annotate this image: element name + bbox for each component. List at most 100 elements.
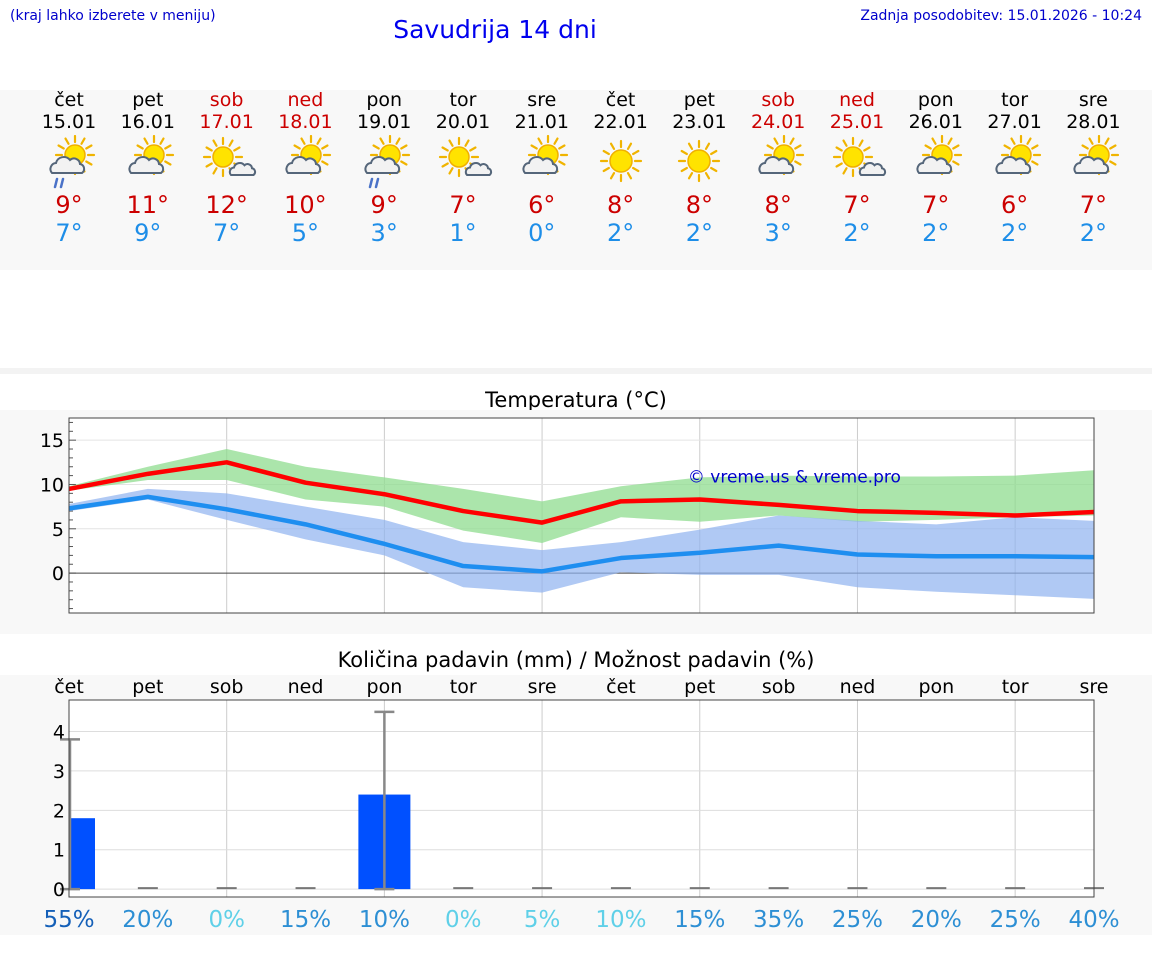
y-tick-label: 0 [53,879,65,901]
chance-label: 20% [122,907,173,933]
forecast-day: sob 17.01 12° 7° [187,89,267,247]
temp-min: 3° [370,219,398,247]
x-tick-label: sob [762,676,796,698]
day-name: sre [527,89,557,111]
temp-max: 7° [1079,191,1108,219]
partly-cloudy-rain-icon [49,135,96,189]
day-name: tor [449,89,477,111]
partly-cloudy-icon [1073,135,1120,176]
chance-label: 40% [1068,907,1119,933]
temp-max: 12° [205,191,248,219]
temp-max: 10° [284,191,327,219]
chance-label: 15% [280,907,331,933]
temp-max: 8° [764,191,792,219]
day-date: 17.01 [199,111,254,133]
chance-label: 55% [43,907,94,933]
sunny-cloud-icon [202,136,256,178]
day-name: čet [605,89,636,111]
temp-min: 9° [134,219,162,247]
chance-label: 35% [753,907,804,933]
temp-min: 2° [843,219,871,247]
chance-label: 5% [524,907,561,933]
day-date: 24.01 [750,111,806,133]
day-name: ned [839,89,875,111]
temp-min: 3° [764,219,792,247]
forecast-day: pet 16.01 11° 9° [108,89,188,247]
chance-label: 25% [832,907,883,933]
temp-max: 8° [685,191,714,219]
forecast-day: čet 15.01 9° 7° [29,89,109,247]
x-tick-label: sob [210,676,244,698]
partly-cloudy-icon [522,135,568,176]
temp-min: 2° [1079,219,1108,247]
sunny-cloud-icon [438,136,493,178]
x-tick-label: sre [1080,676,1109,698]
last-update: Zadnja posodobitev: 15.01.2026 - 10:24 [860,8,1142,24]
temp-max: 9° [55,191,83,219]
day-name: ned [287,89,324,111]
day-date: 18.01 [278,111,333,133]
forecast-day: tor 20.01 7° 1° [423,89,503,247]
chance-label: 10% [359,907,410,933]
precip-chart: čet pet sob ned pon tor sre čet pet sob ned pon tor s… [43,676,1119,933]
day-name: pon [366,89,403,111]
temp-min: 2° [922,219,950,247]
temp-min: 0° [528,219,556,247]
forecast-day: ned 18.01 10° 5° [265,89,345,247]
day-name: sob [761,89,795,111]
sunny-cloud-icon [832,136,887,178]
day-date: 22.01 [593,111,648,133]
plot-frame [68,417,1095,614]
temp-min: 2° [1000,219,1029,247]
y-tick-label: 15 [40,430,64,452]
plot-area [69,700,1094,897]
partly-cloudy-icon [128,135,174,176]
day-date: 20.01 [435,111,491,133]
temp-min: 7° [212,219,241,247]
temp-max: 11° [126,191,170,219]
precip-bar [69,818,95,890]
y-tick-label: 3 [53,761,65,783]
forecast-band [0,90,1152,270]
watermark: © vreme.us & vreme.pro [688,468,901,488]
chance-label: 25% [990,907,1041,933]
forecast-day: čet 22.01 8° 2° [581,89,661,247]
day-name: sob [209,89,244,111]
x-tick-label: pon [918,676,954,698]
y-tick-label: 2 [53,800,65,822]
x-tick-label: tor [450,676,477,698]
temp-min: 7° [55,219,83,247]
y-tick-label: 4 [53,722,65,744]
day-name: pet [132,89,164,111]
chance-label: 10% [595,907,646,933]
chance-label: 15% [674,907,725,933]
separator [0,368,1152,374]
min-temp-line [68,494,1095,574]
day-date: 28.01 [1066,111,1121,133]
sunny-icon [599,139,642,183]
chance-label: 0% [208,907,245,933]
temp-max: 8° [606,191,635,219]
forecast-day: pon 19.01 9° 3° [344,89,424,247]
partly-cloudy-rain-icon [364,135,411,189]
min-temp-band [69,488,1094,599]
x-tick-label: sre [528,676,557,698]
day-name: pet [683,89,715,111]
temp-max: 6° [528,191,556,219]
day-name: tor [1001,89,1029,111]
day-name: pon [917,89,954,111]
region-note: (kraj lahko izberete v meniju) [10,8,216,24]
partly-cloudy-icon [285,135,332,176]
forecast-day: sre 28.01 7° 2° [1053,89,1133,247]
day-date: 15.01 [41,111,97,133]
forecast-day: tor 27.01 6° 2° [975,89,1055,247]
y-tick-label: 1 [53,840,65,862]
forecast-day: sob 24.01 8° 3° [738,89,818,247]
temp-max: 6° [1000,191,1029,219]
day-name: čet [54,89,84,111]
y-tick-label: 0 [52,563,64,585]
chance-label: 20% [911,907,962,933]
temp-max: 7° [449,191,477,219]
day-date: 26.01 [908,111,963,133]
x-tick-label: ned [288,676,324,698]
